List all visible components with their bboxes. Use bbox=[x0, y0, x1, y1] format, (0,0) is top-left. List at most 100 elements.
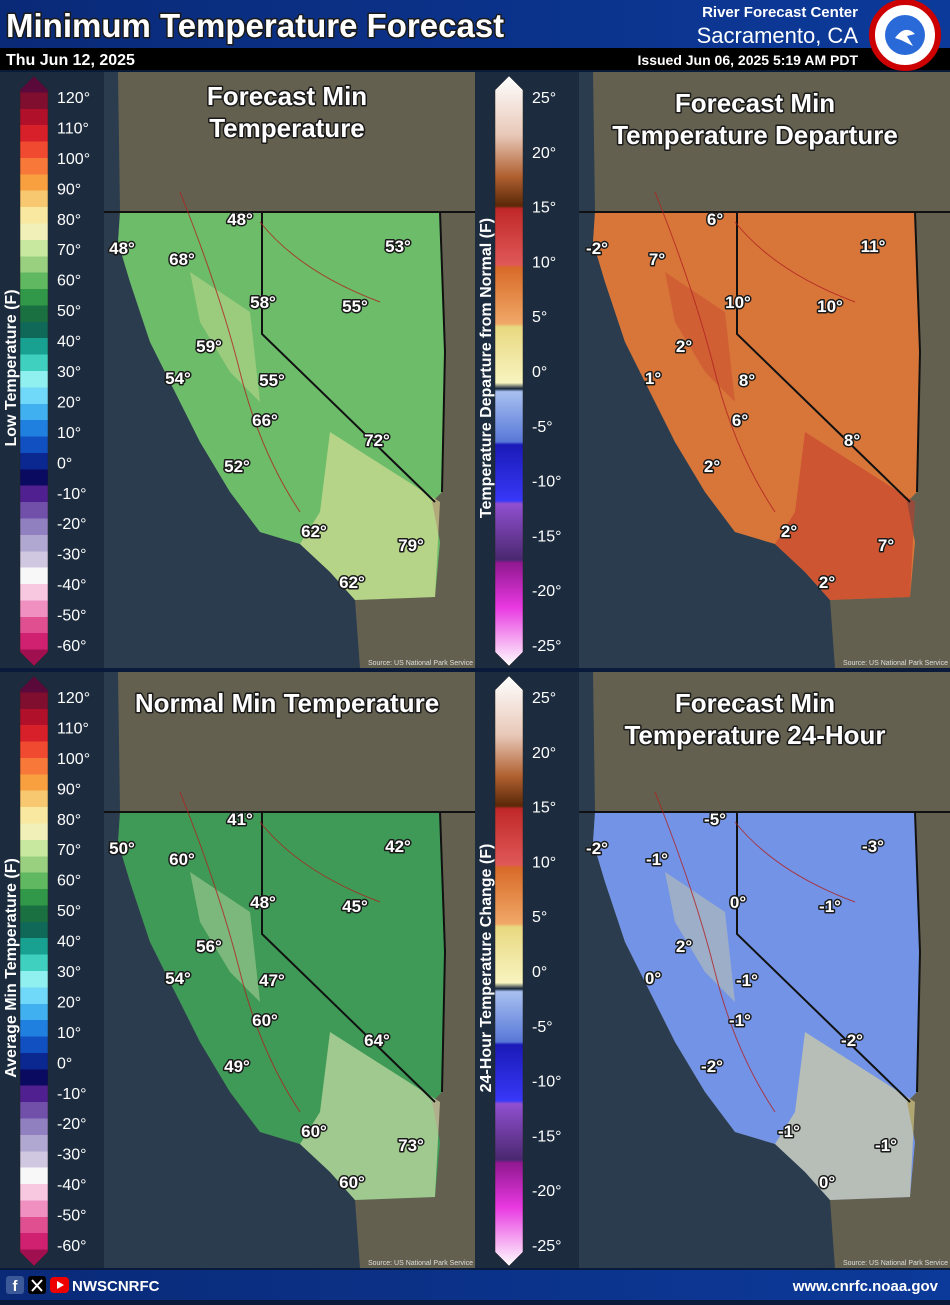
map-temperature-label: 50° bbox=[109, 839, 135, 858]
legend-tick-label: 50° bbox=[57, 903, 81, 920]
map-temperature-label: 60° bbox=[169, 850, 195, 869]
facebook-icon[interactable] bbox=[6, 1276, 24, 1294]
map-temperature-label: 41° bbox=[227, 810, 253, 829]
panel: 25° 20° 15° 10° 5° 0° -5° -10° -15° -20° -25° Tempe… bbox=[475, 72, 950, 668]
facebook-glyph: f bbox=[13, 1278, 19, 1295]
map-temperature-label: -1° bbox=[729, 1011, 751, 1030]
map-temperature-label: 6° bbox=[732, 411, 748, 430]
map-temperature-label: 8° bbox=[844, 431, 860, 450]
legend-tick-label: -50° bbox=[57, 1208, 87, 1225]
state-border bbox=[579, 211, 950, 503]
map-temperature-label: 49° bbox=[224, 1057, 250, 1076]
youtube-glyph bbox=[57, 1281, 64, 1289]
map-temperature-label: 54° bbox=[165, 969, 191, 988]
map-temperature-label: 2° bbox=[819, 573, 835, 592]
map-temperature-label: -3° bbox=[862, 837, 884, 856]
river bbox=[654, 191, 856, 513]
map-temperature-label: 2° bbox=[676, 337, 692, 356]
map-temperature-label: 64° bbox=[364, 1031, 390, 1050]
forecast-date: Thu Jun 12, 2025 bbox=[6, 52, 135, 69]
legend-tick-label: 10° bbox=[532, 854, 556, 871]
region-shading bbox=[665, 272, 735, 402]
state-border bbox=[104, 211, 475, 503]
panel-title: Temperature Departure bbox=[612, 120, 898, 150]
legend-tick-label: 60° bbox=[57, 273, 81, 290]
map-temperature-label: 72° bbox=[364, 431, 390, 450]
legend-tick-label: 20° bbox=[532, 145, 556, 162]
map-temperature-label: 10° bbox=[725, 293, 751, 312]
legend-tick-label: -20° bbox=[532, 583, 562, 600]
map-temperature-label: 52° bbox=[224, 457, 250, 476]
legend-tick-label: -30° bbox=[57, 547, 87, 564]
map-temperature-label: 10° bbox=[817, 297, 843, 316]
map-temperature-label: 0° bbox=[645, 969, 661, 988]
map-temperature-label: 45° bbox=[342, 897, 368, 916]
map-temperature-label: 0° bbox=[819, 1173, 835, 1192]
social-handle: NWSCNRFC bbox=[72, 1278, 160, 1295]
legend-tick-label: -5° bbox=[532, 1019, 553, 1036]
legend-tick-label: -40° bbox=[57, 1177, 87, 1194]
legend-tick-label: -20° bbox=[532, 1183, 562, 1200]
map-temperature-label: -2° bbox=[586, 839, 608, 858]
map-source: Source: US National Park Service bbox=[368, 1260, 473, 1267]
map-source: Source: US National Park Service bbox=[843, 1260, 948, 1267]
location: Sacramento, CA bbox=[697, 23, 859, 48]
map-temperature-label: -1° bbox=[646, 850, 668, 869]
legend-label: 24-Hour Temperature Change (F) bbox=[478, 844, 495, 1093]
map-temperature-label: -1° bbox=[819, 897, 841, 916]
legend-tick-label: 15° bbox=[532, 200, 556, 217]
page-title: Minimum Temperature Forecast bbox=[6, 7, 504, 44]
region-shading bbox=[300, 1032, 440, 1200]
legend-tick-label: -30° bbox=[57, 1147, 87, 1164]
map-source: Source: US National Park Service bbox=[368, 660, 473, 667]
region-shading bbox=[665, 872, 735, 1002]
legend-label: Average Min Temperature (F) bbox=[3, 858, 20, 1078]
map-temperature-label: 7° bbox=[878, 536, 894, 555]
legend-tick-label: 20° bbox=[532, 745, 556, 762]
legend-tick-label: -25° bbox=[532, 638, 562, 655]
color-bar bbox=[494, 675, 524, 1267]
map-temperature-label: 55° bbox=[342, 297, 368, 316]
map-temperature-label: 73° bbox=[398, 1136, 424, 1155]
panel-title: Forecast Min bbox=[675, 88, 835, 118]
map-temperature-label: 79° bbox=[398, 536, 424, 555]
map-temperature-label: 47° bbox=[259, 971, 285, 990]
legend-tick-label: -5° bbox=[532, 419, 553, 436]
region-shading bbox=[300, 432, 440, 600]
legend-tick-label: -10° bbox=[532, 1074, 562, 1091]
map-temperature-label: 54° bbox=[165, 369, 191, 388]
map bbox=[104, 672, 475, 1268]
map-source: Source: US National Park Service bbox=[843, 660, 948, 667]
legend-tick-label: -40° bbox=[57, 577, 87, 594]
legend-tick-label: 70° bbox=[57, 242, 81, 259]
region-shading bbox=[775, 1032, 915, 1200]
map-temperature-label: 60° bbox=[252, 1011, 278, 1030]
panel-title: Forecast Min bbox=[675, 688, 835, 718]
map-temperature-label: 11° bbox=[861, 237, 886, 256]
map-temperature-label: -1° bbox=[778, 1122, 800, 1141]
map-temperature-label: -1° bbox=[875, 1136, 897, 1155]
legend-tick-label: 110° bbox=[57, 720, 89, 737]
issued: Issued Jun 06, 2025 5:19 AM PDT bbox=[638, 52, 859, 68]
legend-tick-label: 80° bbox=[57, 212, 81, 229]
legend-tick-label: 90° bbox=[57, 181, 81, 198]
legend-tick-label: 40° bbox=[57, 934, 81, 951]
map-temperature-label: 60° bbox=[339, 1173, 365, 1192]
map-temperature-label: 2° bbox=[676, 937, 692, 956]
legend-tick-label: 0° bbox=[532, 364, 547, 381]
legend-tick-label: -60° bbox=[57, 638, 87, 655]
legend-tick-label: 25° bbox=[532, 90, 556, 107]
map bbox=[104, 72, 475, 668]
legend-tick-label: 30° bbox=[57, 964, 81, 981]
legend-tick-label: 90° bbox=[57, 781, 81, 798]
map-temperature-label: 53° bbox=[385, 237, 411, 256]
map-temperature-label: 0° bbox=[730, 893, 746, 912]
legend-tick-label: 0° bbox=[57, 1055, 72, 1072]
river bbox=[654, 791, 856, 1113]
map-temperature-label: 58° bbox=[250, 293, 276, 312]
legend-tick-label: 0° bbox=[57, 455, 72, 472]
panel: 120° 110° 100° 90° 80° 70° 60° 50° 40° 30° 20° 10° 0… bbox=[0, 72, 475, 668]
color-bar bbox=[494, 75, 524, 667]
map-temperature-label: -1° bbox=[736, 971, 758, 990]
map-temperature-label: -2° bbox=[586, 239, 608, 258]
